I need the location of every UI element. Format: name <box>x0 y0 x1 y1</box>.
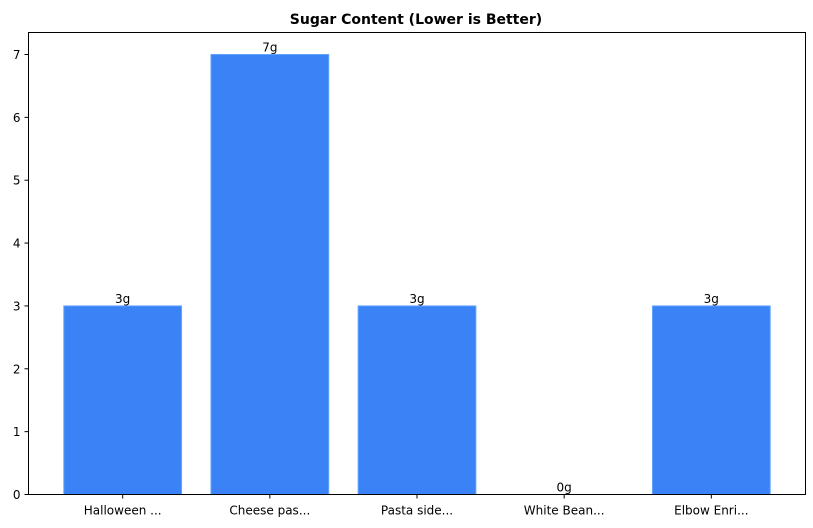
bar <box>210 54 330 495</box>
y-tick-label: 1 <box>13 425 21 439</box>
y-tick-label: 0 <box>13 488 21 502</box>
x-tick-label: Pasta side... <box>381 504 453 518</box>
data-label: 3g <box>409 292 424 306</box>
data-label: 3g <box>115 292 130 306</box>
y-tick-label: 7 <box>13 48 21 62</box>
bar <box>63 305 183 495</box>
y-tick-label: 6 <box>13 111 21 125</box>
axes-frame <box>28 32 806 495</box>
data-label: 3g <box>704 292 719 306</box>
y-tick-label: 3 <box>13 299 21 313</box>
x-tick-label: Halloween ... <box>84 504 162 518</box>
bar <box>357 305 477 495</box>
y-tick-label: 4 <box>13 237 21 251</box>
data-label: 7g <box>262 41 277 55</box>
x-tick-label: White Bean... <box>524 504 605 518</box>
y-tick-label: 2 <box>13 362 21 376</box>
chart-title: Sugar Content (Lower is Better) <box>290 12 542 28</box>
bar <box>651 305 771 495</box>
x-tick-label: Elbow Enri... <box>674 504 748 518</box>
y-tick-label: 5 <box>13 174 21 188</box>
x-tick-label: Cheese pas... <box>229 504 310 518</box>
data-label: 0g <box>557 481 572 495</box>
